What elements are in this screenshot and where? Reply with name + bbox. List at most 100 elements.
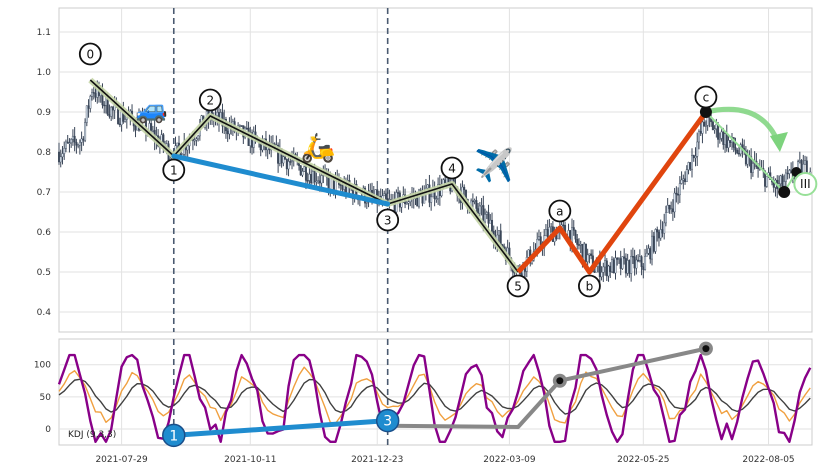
wave-labels: 0 1 2 3 4 5 a b c [78, 42, 718, 298]
candle-body [303, 166, 306, 172]
candle-body [691, 155, 694, 170]
kdj-y-tick: 100 [34, 361, 51, 371]
candle-body [788, 170, 791, 174]
candle-body [631, 256, 634, 258]
candle-body [238, 125, 241, 127]
candle-body [369, 189, 372, 192]
projection-dot [778, 186, 791, 198]
candle-body [386, 198, 389, 201]
price-y-tick: 0.4 [37, 308, 52, 318]
wave-label: 3 [384, 214, 392, 228]
candle-body [310, 174, 313, 184]
candle-body [193, 139, 196, 142]
candle-body [724, 133, 727, 145]
candle-body [91, 92, 94, 97]
price-y-tick: 0.9 [37, 108, 52, 118]
candle-body [786, 172, 789, 175]
elliott-wave [88, 77, 708, 275]
candle-body [626, 260, 629, 274]
kdj-marker-circle [375, 408, 400, 433]
candle-body [602, 266, 605, 273]
candle-body [607, 265, 610, 277]
candle-body [141, 116, 144, 120]
candle-body [804, 160, 807, 165]
projection-label: III [800, 177, 811, 191]
wave-label: 0 [86, 48, 94, 62]
candle-body [678, 183, 681, 196]
candle-body [327, 176, 330, 189]
candle-body [308, 174, 311, 181]
candle-body [473, 200, 476, 202]
candle-body [125, 117, 128, 120]
candle-body [624, 258, 627, 274]
candle-body [687, 162, 690, 170]
candle-body [685, 169, 688, 182]
candle-body [654, 229, 657, 252]
candle-body [64, 141, 67, 149]
kdj-gray-line [387, 341, 713, 430]
candle-body [717, 124, 720, 140]
candle-body [550, 226, 553, 228]
candle-body [635, 259, 638, 269]
candle-body [405, 203, 408, 205]
candle-body [757, 166, 760, 169]
candle-body [588, 253, 591, 256]
kdj-blue-line: 13 [162, 408, 400, 448]
candle-body [315, 180, 318, 183]
candle-body [70, 139, 73, 143]
candle-body [718, 138, 721, 140]
kdj-gray-marker-dot [702, 345, 710, 353]
price-grid [59, 8, 812, 332]
candle-body [285, 159, 288, 170]
x-tick-label: 2021-07-29 [95, 455, 148, 465]
candle-body [798, 160, 801, 162]
candle-body [59, 156, 62, 163]
price-y-tick: 0.8 [37, 148, 52, 158]
scooter-icon: 🛵 [301, 131, 336, 164]
candle-body [605, 260, 608, 277]
x-axis-ticks: 2021-07-29 2021-10-11 2021-12-23 2022-03-09… [95, 455, 794, 465]
candle-body [92, 92, 95, 94]
projection-arrow [705, 106, 781, 144]
candle-body [604, 260, 607, 268]
candle-body [704, 125, 707, 127]
kdj-y-tick: 0 [45, 425, 51, 435]
x-tick-label: 2022-03-09 [483, 455, 536, 465]
candle-body [75, 141, 78, 146]
candle-body [306, 180, 309, 182]
candle-body [444, 179, 447, 184]
projection: III [699, 106, 818, 198]
candle-body [572, 227, 575, 231]
candle-body [697, 131, 700, 143]
candle-body [365, 202, 368, 204]
candle-body [226, 130, 229, 135]
candle-body [746, 155, 749, 165]
candle-body [475, 200, 478, 209]
candle-body [765, 176, 768, 187]
candle-body [87, 105, 90, 109]
candle-body [73, 135, 76, 143]
candle-body [600, 272, 603, 278]
candle-body [527, 249, 530, 258]
wave-impulse-line [89, 79, 519, 273]
candle-body [645, 253, 648, 257]
projection-arrowhead [769, 132, 788, 152]
candle-body [668, 205, 671, 210]
candle-body [61, 153, 64, 158]
candle-body [696, 141, 699, 157]
candle-body [609, 265, 612, 273]
candle-body [729, 140, 732, 143]
candle-body [58, 151, 61, 163]
candle-body [647, 248, 650, 254]
candle-body [711, 121, 714, 131]
candle-body [659, 229, 662, 239]
candle-body [150, 123, 153, 131]
candle-body [586, 254, 589, 262]
wave-label: a [556, 205, 563, 219]
candle-body [397, 192, 400, 194]
candle-body [664, 212, 667, 224]
kdj-y-ticks: 100 50 0 [34, 361, 51, 435]
candle-body [63, 148, 66, 154]
candle-body [725, 133, 728, 148]
